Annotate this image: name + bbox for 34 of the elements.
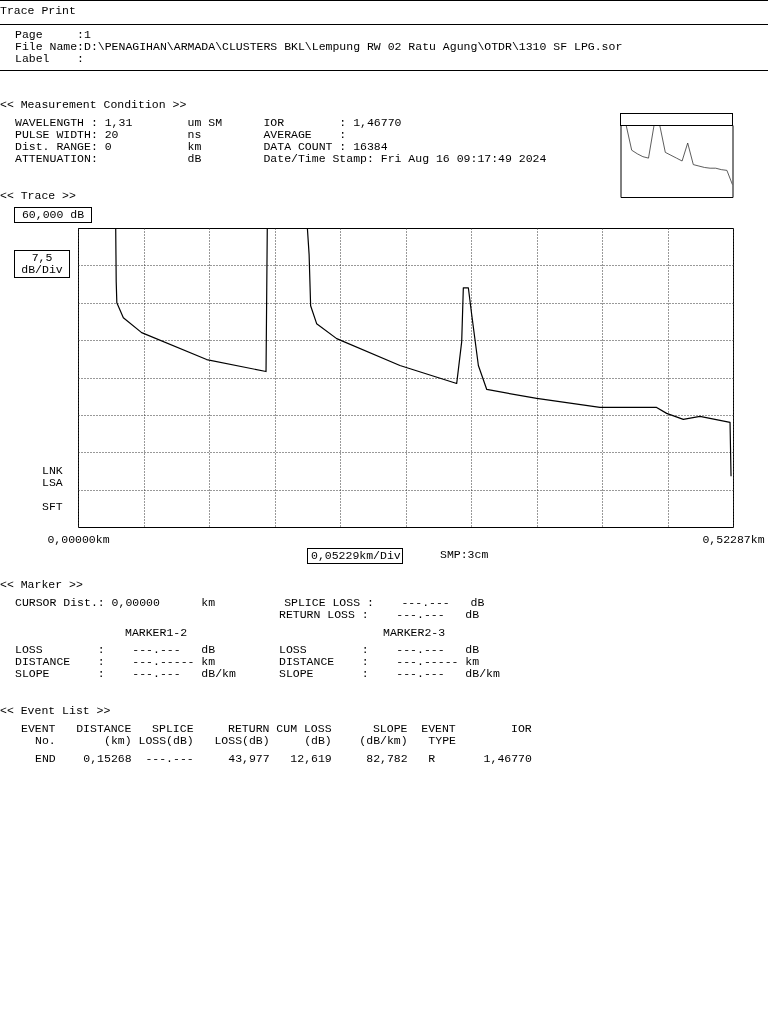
text: MARKER1-2 — [125, 626, 188, 639]
text: 0,05229km/Div — [307, 548, 403, 564]
text: Dist. RANGE: 0 km DATA COUNT : 16384 — [15, 140, 388, 153]
text: Trace Print — [0, 4, 76, 17]
text: SMP:3cm — [440, 548, 489, 561]
text: File Name:D:\PENAGIHAN\ARMADA\CLUSTERS BKL\Lempung RW 02 Ratu Agung\OTDR\1310 SF LPG.sor — [15, 40, 623, 53]
text: << Measurement Condition >> — [0, 98, 187, 111]
text: SLOPE : ---.--- dB/km — [15, 667, 236, 680]
text: DISTANCE : ---.----- km — [279, 655, 480, 668]
text: ATTENUATION: dB Date/Time Stamp: Fri Aug 16 09:17:49 2024 — [15, 152, 547, 165]
text: MARKER2-3 — [383, 626, 446, 639]
text: LSA — [42, 476, 63, 489]
text: WAVELENGTH : 1,31 um SM IOR : 1,46770 — [15, 116, 402, 129]
text: END 0,15268 ---.--- 43,977 12,619 82,782 R 1,46770 — [35, 752, 532, 765]
text: 7,5 dB/Div — [14, 250, 70, 278]
text: LNK — [42, 464, 63, 477]
text: SLOPE : ---.--- dB/km — [279, 667, 500, 680]
text: CURSOR Dist.: 0,00000 km SPLICE LOSS : ---.--- dB — [15, 596, 485, 609]
text: << Trace >> — [0, 189, 76, 202]
text: RETURN LOSS : ---.--- dB — [279, 608, 480, 621]
text: DISTANCE : ---.----- km — [15, 655, 216, 668]
text: << Marker >> — [0, 578, 83, 591]
text: 60,000 dB — [14, 207, 92, 223]
text: PULSE WIDTH: 20 ns AVERAGE : — [15, 128, 347, 141]
text: LOSS : ---.--- dB — [279, 643, 480, 656]
text: EVENT DISTANCE SPLICE RETURN CUM LOSS SLOPE EVENT IOR — [21, 722, 532, 735]
text: << Event List >> — [0, 704, 111, 717]
text: Label : — [15, 52, 85, 65]
text: LOSS : ---.--- dB — [15, 643, 216, 656]
x-tick-label: 0,00000km — [47, 532, 110, 546]
text: No. (km) LOSS(dB) LOSS(dB) (dB) (dB/km) TYPE — [35, 734, 456, 747]
text: Page :1 — [15, 28, 91, 41]
x-tick-label: 0,52287km — [702, 532, 765, 546]
text: SFT — [42, 500, 63, 513]
